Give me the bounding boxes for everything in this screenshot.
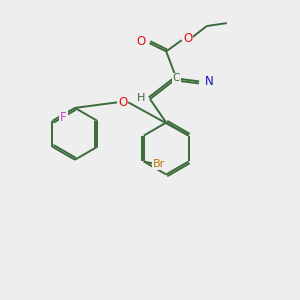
Text: O: O [118, 96, 128, 109]
Text: C: C [173, 74, 180, 83]
Text: Br: Br [153, 159, 165, 169]
Text: F: F [60, 111, 67, 124]
Text: H: H [136, 93, 145, 103]
Text: N: N [205, 75, 213, 88]
Text: O: O [137, 35, 146, 48]
Text: O: O [183, 32, 192, 46]
